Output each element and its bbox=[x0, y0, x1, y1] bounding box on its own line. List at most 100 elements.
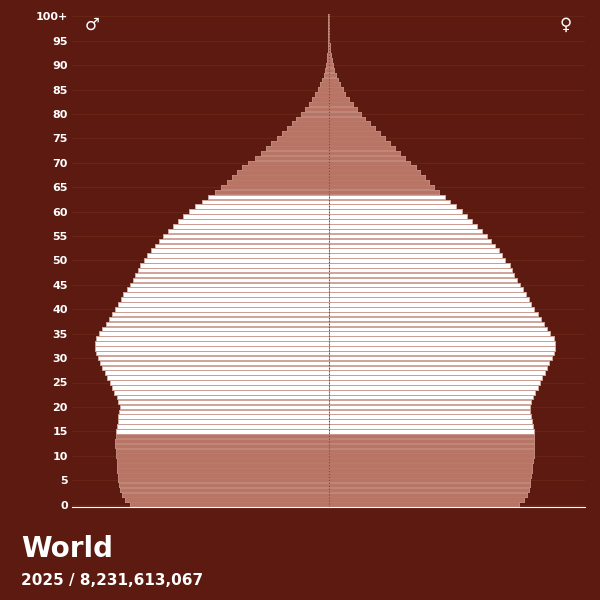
Bar bbox=[329, 439, 535, 443]
Bar bbox=[329, 53, 331, 58]
Bar bbox=[130, 283, 329, 287]
Bar bbox=[237, 170, 329, 175]
Bar bbox=[138, 268, 329, 272]
Bar bbox=[329, 404, 530, 409]
Bar bbox=[320, 82, 329, 87]
Bar bbox=[116, 449, 329, 453]
Bar bbox=[329, 473, 532, 478]
Bar bbox=[287, 127, 329, 131]
Bar bbox=[309, 102, 329, 106]
Bar bbox=[329, 253, 502, 258]
Bar bbox=[329, 112, 361, 116]
Bar bbox=[329, 195, 445, 199]
Bar bbox=[329, 493, 527, 497]
Bar bbox=[329, 82, 340, 87]
Bar bbox=[116, 454, 329, 458]
Bar bbox=[329, 463, 532, 468]
Bar bbox=[329, 370, 545, 375]
Bar bbox=[100, 361, 329, 365]
Bar bbox=[318, 88, 329, 92]
Bar bbox=[96, 351, 329, 355]
Bar bbox=[122, 493, 329, 497]
Bar bbox=[133, 278, 329, 282]
Bar bbox=[329, 395, 533, 400]
Bar bbox=[329, 444, 535, 448]
Bar bbox=[117, 468, 329, 473]
Bar bbox=[323, 73, 329, 77]
Bar bbox=[95, 346, 329, 350]
Bar bbox=[155, 244, 329, 248]
Bar bbox=[329, 337, 554, 341]
Bar bbox=[266, 146, 329, 151]
Bar bbox=[255, 155, 329, 160]
Text: ♂: ♂ bbox=[85, 16, 100, 34]
Bar bbox=[329, 195, 445, 199]
Bar bbox=[95, 341, 329, 346]
Bar bbox=[329, 478, 530, 482]
Bar bbox=[168, 229, 329, 233]
Bar bbox=[329, 263, 509, 268]
Bar bbox=[301, 112, 329, 116]
Bar bbox=[119, 410, 329, 414]
Bar bbox=[329, 151, 400, 155]
Bar bbox=[248, 161, 329, 165]
Bar bbox=[292, 121, 329, 126]
Bar bbox=[329, 219, 472, 224]
Bar bbox=[116, 458, 329, 463]
Bar bbox=[329, 370, 545, 375]
Bar bbox=[329, 127, 375, 131]
Bar bbox=[329, 317, 541, 321]
Bar bbox=[242, 166, 329, 170]
Bar bbox=[329, 234, 487, 238]
Bar bbox=[329, 463, 532, 468]
Bar bbox=[329, 77, 338, 82]
Bar bbox=[329, 400, 532, 404]
Bar bbox=[329, 351, 554, 355]
Bar bbox=[329, 239, 491, 243]
Bar bbox=[215, 190, 329, 194]
Bar bbox=[118, 302, 329, 307]
Bar bbox=[116, 454, 329, 458]
Bar bbox=[329, 175, 425, 179]
Bar bbox=[96, 351, 329, 355]
Bar bbox=[329, 361, 550, 365]
Bar bbox=[196, 205, 329, 209]
Bar bbox=[109, 317, 329, 321]
Bar bbox=[116, 424, 329, 428]
Bar bbox=[329, 502, 519, 507]
Bar bbox=[117, 463, 329, 468]
Bar bbox=[144, 258, 329, 263]
Bar bbox=[329, 346, 554, 350]
Bar bbox=[120, 404, 329, 409]
Bar bbox=[115, 439, 329, 443]
Bar bbox=[329, 337, 554, 341]
Bar bbox=[329, 116, 365, 121]
Bar bbox=[329, 121, 370, 126]
Bar bbox=[168, 229, 329, 233]
Bar bbox=[103, 326, 329, 331]
Bar bbox=[158, 239, 329, 243]
Bar bbox=[158, 239, 329, 243]
Bar bbox=[329, 161, 410, 165]
Bar bbox=[329, 136, 385, 140]
Bar bbox=[125, 497, 329, 502]
Bar bbox=[96, 337, 329, 341]
Bar bbox=[119, 410, 329, 414]
Bar bbox=[329, 351, 554, 355]
Bar bbox=[116, 434, 329, 439]
Bar bbox=[329, 365, 547, 370]
Bar bbox=[182, 214, 329, 219]
Bar bbox=[116, 424, 329, 428]
Bar bbox=[232, 175, 329, 179]
Bar bbox=[103, 365, 329, 370]
Bar bbox=[116, 429, 329, 434]
Bar bbox=[329, 312, 538, 316]
Bar bbox=[329, 77, 338, 82]
Bar bbox=[196, 205, 329, 209]
Bar bbox=[329, 331, 550, 336]
Bar bbox=[115, 307, 329, 311]
Bar bbox=[327, 58, 329, 62]
Bar bbox=[282, 131, 329, 136]
Bar bbox=[329, 88, 343, 92]
Bar bbox=[329, 478, 530, 482]
